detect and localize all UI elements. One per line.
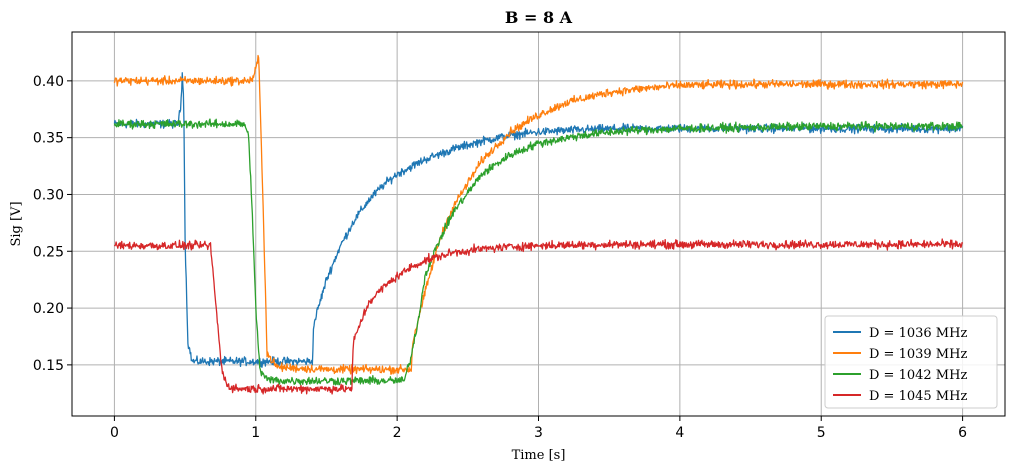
legend-box xyxy=(824,315,998,409)
series-line xyxy=(113,54,964,375)
grid xyxy=(72,32,1005,416)
y-axis-label: Sig [V] xyxy=(9,201,24,246)
x-tick-label: 1 xyxy=(251,425,260,441)
chart-title: B = 8 A xyxy=(505,8,573,27)
y-tick-label: 0.25 xyxy=(33,244,64,260)
series-line xyxy=(113,238,964,395)
legend-label: D = 1045 MHz xyxy=(869,389,967,404)
y-tick-label: 0.40 xyxy=(33,74,64,90)
legend-label: D = 1039 MHz xyxy=(869,347,967,362)
legend-label: D = 1036 MHz xyxy=(869,326,967,341)
ticks: 0 1 2 3 4 5 6 0.15 0.20 0.25 0.30 0.35 0.40 xyxy=(33,74,967,441)
x-tick-label: 6 xyxy=(958,425,967,441)
x-tick-label: 2 xyxy=(393,425,402,441)
y-tick-label: 0.15 xyxy=(33,358,64,374)
x-tick-label: 3 xyxy=(534,425,543,441)
x-tick-label: 5 xyxy=(817,425,826,441)
x-tick-label: 0 xyxy=(110,425,119,441)
legend: D = 1036 MHz D = 1039 MHz D = 1042 MHz D = … xyxy=(824,315,998,409)
series-layer xyxy=(113,54,964,395)
series-line xyxy=(113,72,964,368)
series-line xyxy=(113,118,964,386)
y-tick-label: 0.20 xyxy=(33,301,64,317)
x-tick-label: 4 xyxy=(675,425,684,441)
y-tick-label: 0.30 xyxy=(33,187,64,203)
legend-label: D = 1042 MHz xyxy=(869,368,967,383)
y-tick-label: 0.35 xyxy=(33,131,64,147)
x-axis-label: Time [s] xyxy=(512,448,566,463)
